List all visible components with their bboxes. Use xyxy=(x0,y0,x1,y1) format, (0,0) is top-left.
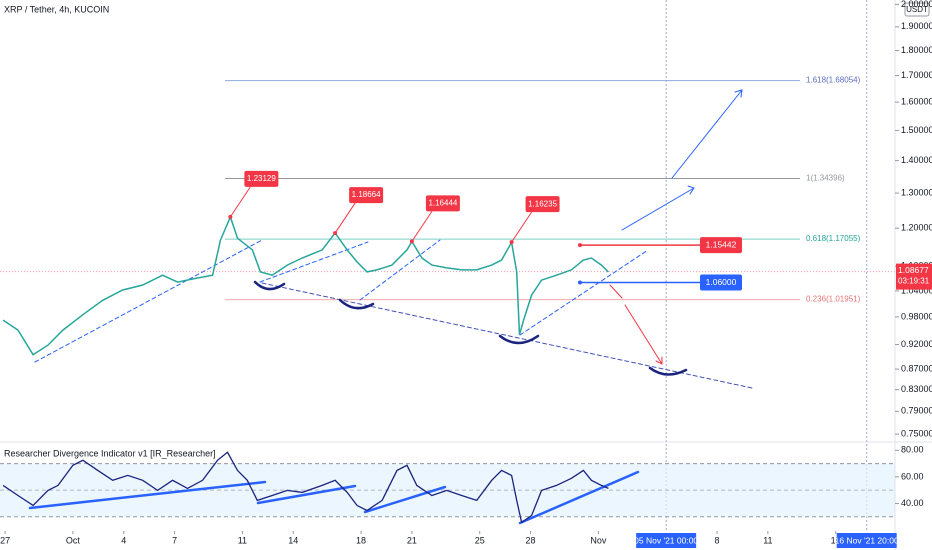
peak-label: 1.16235 xyxy=(528,199,557,208)
crosshair-label: 16 Nov '21 20:00 xyxy=(835,535,899,545)
fib-label: 1(1.34396) xyxy=(806,174,845,183)
y-tick-label: 1.50000 xyxy=(901,125,932,135)
y-tick-label: 1.90000 xyxy=(901,21,932,31)
peak-connector xyxy=(511,211,532,243)
level-label: 1.15442 xyxy=(706,239,737,249)
trend-line xyxy=(519,249,649,336)
indicator-line xyxy=(2,451,609,524)
y-tick-label: 1.04000 xyxy=(901,285,932,295)
x-tick-label: 15 xyxy=(831,535,841,545)
level-anchor xyxy=(578,280,582,285)
trend-line xyxy=(259,241,369,283)
y-tick-label: 1.60000 xyxy=(901,97,932,107)
y-tick-label: 0.87000 xyxy=(901,363,932,373)
y-tick-label: 1.30000 xyxy=(901,187,932,197)
drawings xyxy=(28,89,753,525)
indicator-title: Researcher Divergence Indicator v1 [IR_R… xyxy=(4,448,216,458)
arc xyxy=(498,334,540,345)
divergence-line xyxy=(518,470,640,525)
y-tick-label: 0.83000 xyxy=(901,384,932,394)
x-tick-label: 4 xyxy=(121,535,126,545)
peak-label: 1.23129 xyxy=(247,174,276,183)
last-price: 1.08677 xyxy=(898,265,929,275)
divergence-line xyxy=(256,484,357,505)
y-tick-label: 0.98000 xyxy=(901,311,932,321)
level-box xyxy=(700,274,742,291)
y-tick-label: 60.00 xyxy=(901,471,924,481)
fib-label: 0.236(1.01951) xyxy=(806,295,861,304)
fib-label: 0.618(1.17055) xyxy=(806,234,861,243)
divergence-line xyxy=(28,480,267,510)
peak-box xyxy=(349,187,384,204)
peak-box xyxy=(244,170,279,187)
y-tick-label: 0.79000 xyxy=(901,406,932,416)
peak-connector xyxy=(334,202,356,234)
level-label: 1.06000 xyxy=(706,277,737,287)
countdown: 03:19:31 xyxy=(898,277,930,286)
level-anchor xyxy=(578,243,582,248)
crosshair-label: 05 Nov '21 00:00 xyxy=(634,535,698,545)
x-tick-label: 8 xyxy=(715,535,720,545)
arrow xyxy=(621,185,695,231)
x-tick-label: 18 xyxy=(356,535,366,545)
arc xyxy=(338,298,375,310)
peak-point xyxy=(409,239,414,244)
y-tick-label: 40.00 xyxy=(901,498,924,508)
chart-title: XRP / Tether, 4h, KUCOIN xyxy=(4,4,109,14)
x-tick-label: 7 xyxy=(172,535,177,545)
peak-point xyxy=(509,240,514,245)
crosshair-box xyxy=(636,533,697,548)
currency: USDT xyxy=(906,5,928,14)
trend-line xyxy=(261,282,753,389)
peak-point xyxy=(333,231,338,236)
arc xyxy=(253,280,286,291)
peak-point xyxy=(228,214,233,219)
arc xyxy=(648,366,688,376)
x-tick-label: 14 xyxy=(288,535,298,545)
y-tick-label: 1.70000 xyxy=(901,70,932,80)
price-line xyxy=(2,214,609,356)
peak-connector xyxy=(411,211,433,242)
level-box xyxy=(700,237,742,254)
y-tick-label: 1.40000 xyxy=(901,155,932,165)
peak-label: 1.16444 xyxy=(428,198,457,207)
x-tick-label: 11 xyxy=(763,535,772,545)
x-tick-label: 11 xyxy=(238,535,247,545)
x-tick-label: 25 xyxy=(475,535,485,545)
last-price-box xyxy=(896,263,932,290)
x-tick-label: 28 xyxy=(526,535,536,545)
peak-box xyxy=(525,196,560,213)
arrow xyxy=(671,89,743,179)
arrow xyxy=(624,304,663,365)
x-tick-label: Oct xyxy=(66,535,81,545)
y-tick-label: 1.20000 xyxy=(901,223,932,233)
y-tick-label: 0.92000 xyxy=(901,339,932,349)
crosshair-box xyxy=(836,533,897,548)
divergence-line xyxy=(363,485,447,514)
arrow xyxy=(609,284,623,299)
y-tick-label: 0.75000 xyxy=(901,428,932,438)
fib-label: 1.618(1.68054) xyxy=(806,76,861,85)
y-tick-label: 1.80000 xyxy=(901,45,932,55)
trend-line xyxy=(34,239,263,363)
peak-connector xyxy=(229,186,251,218)
x-tick-label: 21 xyxy=(407,535,417,545)
currency-box[interactable] xyxy=(904,2,930,17)
x-tick-label: 27 xyxy=(0,535,10,545)
y-tick-label: 80.00 xyxy=(901,445,924,455)
trend-line xyxy=(359,239,441,301)
x-tick-label: Nov xyxy=(590,535,607,545)
peak-box xyxy=(425,195,460,212)
peak-label: 1.18664 xyxy=(352,190,381,199)
y-tick-label: 2.00000 xyxy=(901,0,932,9)
